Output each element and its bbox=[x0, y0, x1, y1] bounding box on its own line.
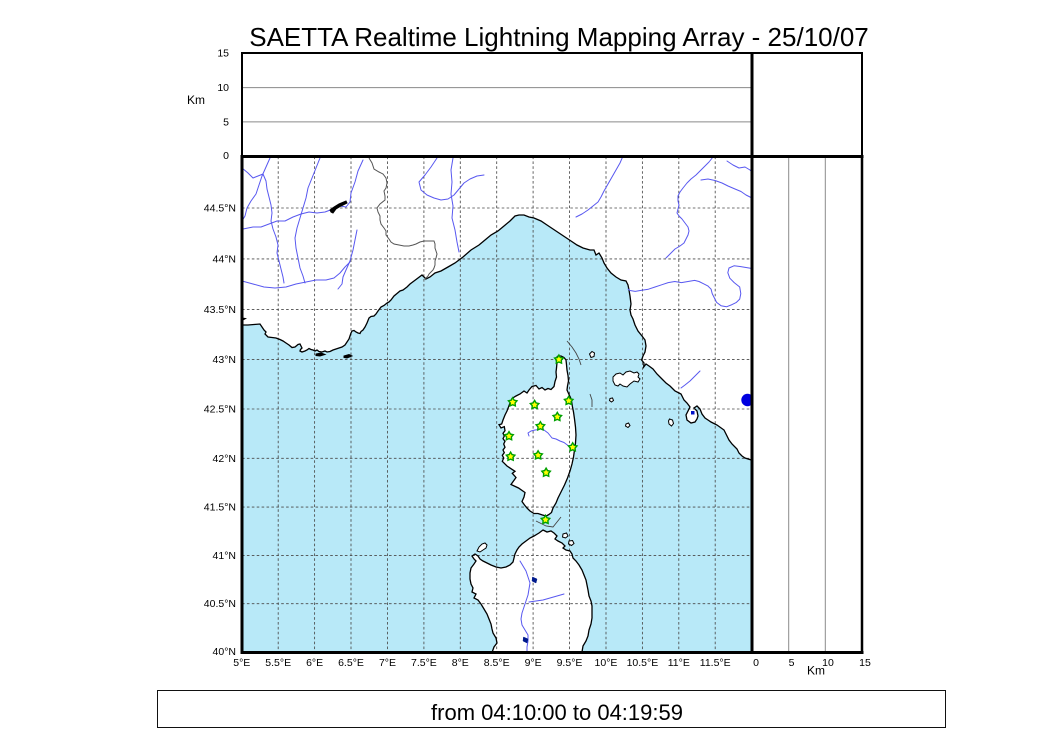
svg-text:0: 0 bbox=[223, 150, 229, 162]
svg-text:Km: Km bbox=[807, 664, 825, 678]
svg-text:11.5°E: 11.5°E bbox=[700, 657, 731, 669]
svg-text:5.5°E: 5.5°E bbox=[265, 657, 291, 669]
svg-text:Km: Km bbox=[187, 93, 205, 107]
svg-text:15: 15 bbox=[859, 657, 871, 669]
svg-text:7°E: 7°E bbox=[379, 657, 396, 669]
svg-text:9.5°E: 9.5°E bbox=[557, 657, 583, 669]
svg-text:15: 15 bbox=[217, 48, 229, 60]
svg-text:10.5°E: 10.5°E bbox=[627, 657, 659, 669]
svg-text:43.5°N: 43.5°N bbox=[204, 304, 236, 316]
svg-text:5°E: 5°E bbox=[233, 657, 250, 669]
svg-text:43°N: 43°N bbox=[213, 354, 236, 366]
svg-text:10: 10 bbox=[822, 657, 834, 669]
svg-text:42°N: 42°N bbox=[213, 453, 236, 465]
svg-text:SAETTA Realtime Lightning Mapp: SAETTA Realtime Lightning Mapping Array … bbox=[249, 22, 869, 52]
svg-text:10: 10 bbox=[217, 82, 229, 94]
svg-text:8.5°E: 8.5°E bbox=[484, 657, 510, 669]
svg-text:40.5°N: 40.5°N bbox=[204, 598, 236, 610]
svg-text:42.5°N: 42.5°N bbox=[204, 404, 236, 416]
svg-text:5: 5 bbox=[789, 657, 795, 669]
svg-text:5: 5 bbox=[223, 116, 229, 128]
svg-text:41°N: 41°N bbox=[213, 550, 236, 562]
svg-text:44.5°N: 44.5°N bbox=[204, 203, 236, 215]
svg-text:10°E: 10°E bbox=[595, 657, 618, 669]
svg-text:0: 0 bbox=[753, 657, 759, 669]
svg-text:40°N: 40°N bbox=[213, 646, 236, 658]
svg-text:44°N: 44°N bbox=[213, 253, 236, 265]
svg-text:41.5°N: 41.5°N bbox=[204, 502, 236, 514]
svg-text:7.5°E: 7.5°E bbox=[411, 657, 437, 669]
svg-text:from 04:10:00 to 04:19:59: from 04:10:00 to 04:19:59 bbox=[431, 700, 683, 725]
svg-text:8°E: 8°E bbox=[452, 657, 469, 669]
svg-text:6°E: 6°E bbox=[306, 657, 323, 669]
svg-text:11°E: 11°E bbox=[668, 657, 690, 669]
svg-text:6.5°E: 6.5°E bbox=[338, 657, 364, 669]
svg-text:9°E: 9°E bbox=[525, 657, 542, 669]
